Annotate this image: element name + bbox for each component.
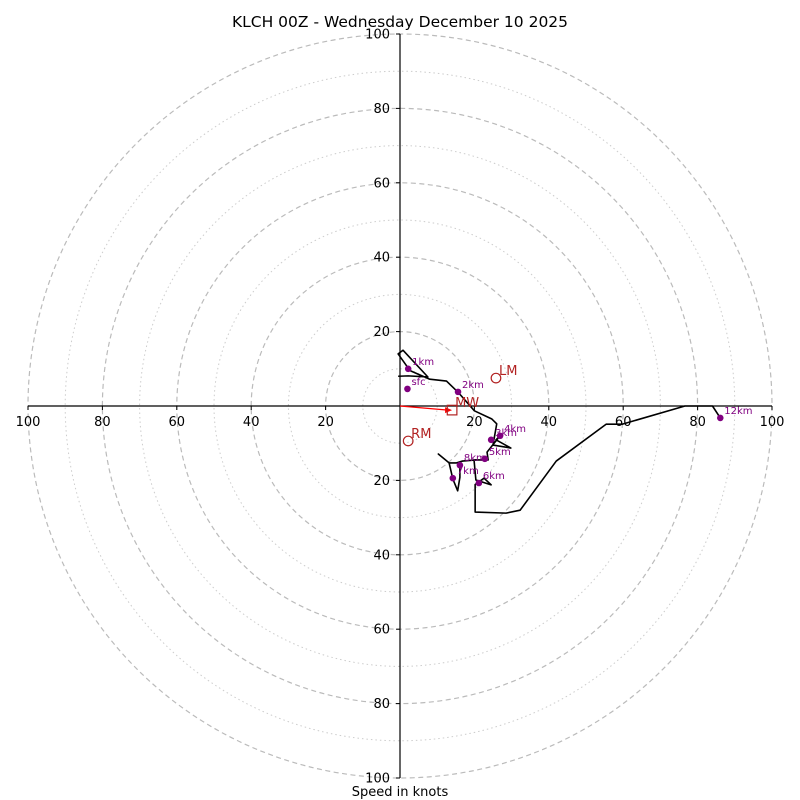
x-tick-label: 80 <box>689 415 706 430</box>
height-label-sfc: sfc <box>411 377 425 388</box>
storm-label-MW: MW <box>455 396 479 411</box>
height-marker-12km <box>716 414 724 422</box>
height-label-6km: 6km <box>483 471 505 482</box>
tick-labels: 100 80 60 40 20 20 40 60 80 100 100 80 60 40 20 20 40 60 8… <box>16 28 785 787</box>
hodograph-series <box>397 349 721 514</box>
height-label-1km: 1km <box>412 357 434 368</box>
height-marker-3km <box>487 436 495 444</box>
height-label-7km: 7km <box>457 466 479 477</box>
storm-label-LM: LM <box>499 364 517 379</box>
x-tick-label: 100 <box>16 415 41 430</box>
y-tick-label: 100 <box>365 772 390 787</box>
height-label-12km: 12km <box>724 406 752 417</box>
storm-marker-RM <box>402 435 414 447</box>
storm-label-RM: RM <box>411 427 431 442</box>
height-label-2km: 2km <box>462 380 484 391</box>
y-tick-label: 20 <box>373 325 390 340</box>
y-tick-label: 80 <box>373 697 390 712</box>
height-marker-7km <box>449 474 457 482</box>
storm-motion-markers: LM RM MW <box>402 364 517 447</box>
height-label-3km: 3km <box>495 428 517 439</box>
mean-wind-arrow <box>399 405 449 411</box>
x-tick-label: 100 <box>760 415 785 430</box>
height-label-4km: 4km <box>504 424 526 435</box>
height-label-8km: 8km <box>464 453 486 464</box>
y-tick-label: 60 <box>373 623 390 638</box>
storm-marker-MW <box>446 404 458 416</box>
hodograph-line <box>397 349 721 514</box>
x-tick-label: 60 <box>615 415 632 430</box>
mean-wind-arrowhead <box>445 407 453 414</box>
y-tick-label: 40 <box>373 251 390 266</box>
x-tick-label: 40 <box>243 415 260 430</box>
height-marker-sfc <box>404 385 411 393</box>
height-marker-8km <box>456 461 464 469</box>
y-tick-label: 80 <box>373 102 390 117</box>
storm-marker-LM <box>490 372 502 384</box>
height-marker-4km <box>496 432 504 440</box>
height-marker-2km <box>454 388 462 396</box>
y-tick-label: 100 <box>365 28 390 43</box>
x-tick-label: 40 <box>541 415 558 430</box>
x-tick-label: 20 <box>466 415 483 430</box>
y-tick-label: 60 <box>373 176 390 191</box>
y-tick-label: 40 <box>373 548 390 563</box>
x-tick-label: 80 <box>94 415 111 430</box>
height-label-5km: 5km <box>489 447 511 458</box>
height-marker-1km <box>404 365 412 373</box>
y-tick-label: 20 <box>373 474 390 489</box>
height-marker-6km <box>475 479 483 487</box>
chart-title: KLCH 00Z - Wednesday December 10 2025 <box>232 13 568 31</box>
x-tick-label: 60 <box>169 415 186 430</box>
height-marker-5km <box>481 455 489 463</box>
x-axis-label: Speed in knots <box>352 785 449 800</box>
x-tick-label: 20 <box>317 415 334 430</box>
